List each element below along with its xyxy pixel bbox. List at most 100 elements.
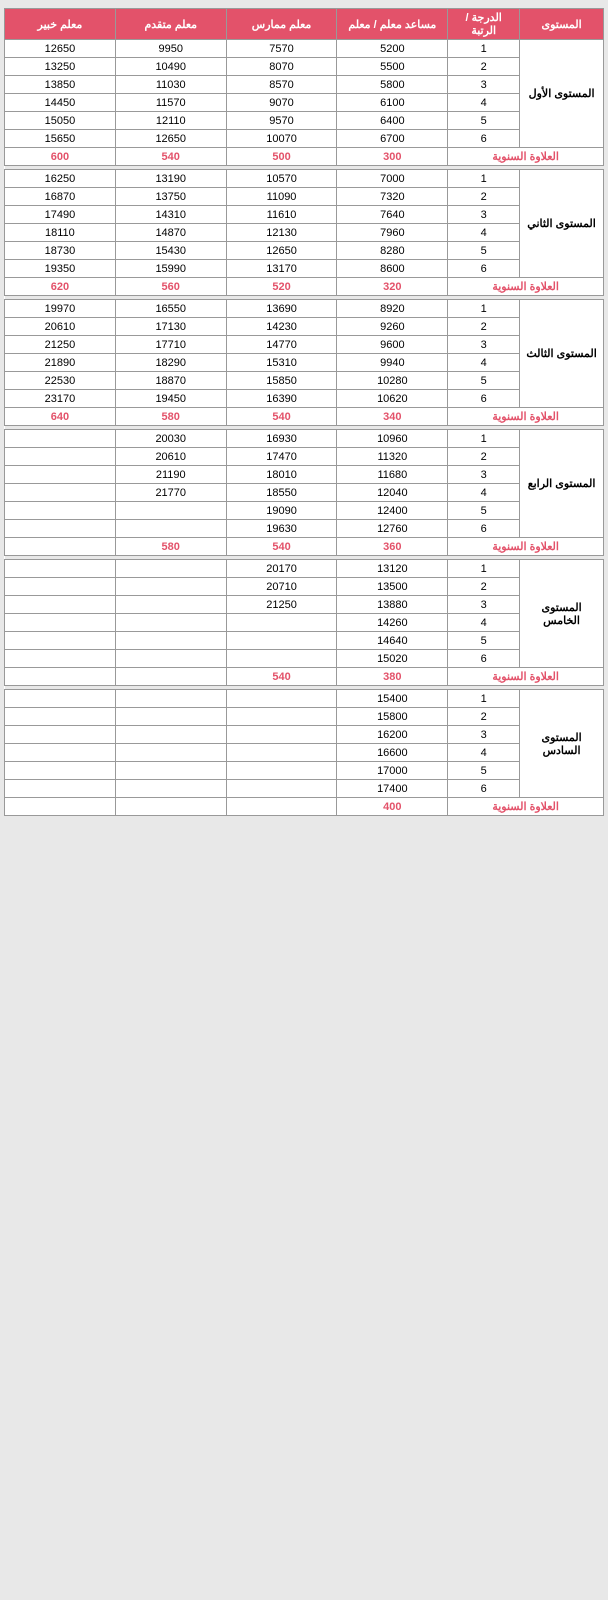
allowance-value: 340 bbox=[337, 408, 448, 426]
allowance-label: العلاوة السنوية bbox=[448, 538, 604, 556]
allowance-value: 560 bbox=[115, 278, 226, 296]
value-cell: 15020 bbox=[337, 650, 448, 668]
allowance-row: العلاوة السنوية360540580 bbox=[5, 538, 604, 556]
table-row: 31388021250 bbox=[5, 596, 604, 614]
value-cell: 9260 bbox=[337, 318, 448, 336]
value-cell bbox=[5, 466, 116, 484]
table-row: المستوى الخامس11312020170 bbox=[5, 560, 604, 578]
value-cell bbox=[5, 430, 116, 448]
allowance-value: 500 bbox=[226, 148, 337, 166]
allowance-value: 360 bbox=[337, 538, 448, 556]
table-row: 29260142301713020610 bbox=[5, 318, 604, 336]
value-cell: 19090 bbox=[226, 502, 337, 520]
table-row: 416600 bbox=[5, 744, 604, 762]
grade-cell: 5 bbox=[448, 372, 520, 390]
table-row: 4610090701157014450 bbox=[5, 94, 604, 112]
table-row: 37640116101431017490 bbox=[5, 206, 604, 224]
value-cell bbox=[5, 614, 116, 632]
level-name: المستوى الرابع bbox=[520, 430, 604, 538]
allowance-value bbox=[5, 668, 116, 686]
value-cell bbox=[115, 726, 226, 744]
value-cell: 12650 bbox=[5, 40, 116, 58]
value-cell: 9070 bbox=[226, 94, 337, 112]
table-row: 61276019630 bbox=[5, 520, 604, 538]
table-row: 68600131701599019350 bbox=[5, 260, 604, 278]
col-assistant: مساعد معلم / معلم bbox=[337, 9, 448, 40]
value-cell bbox=[5, 484, 116, 502]
value-cell: 10490 bbox=[115, 58, 226, 76]
grade-cell: 6 bbox=[448, 390, 520, 408]
col-level: المستوى bbox=[520, 9, 604, 40]
grade-cell: 4 bbox=[448, 614, 520, 632]
value-cell: 18870 bbox=[115, 372, 226, 390]
value-cell: 17490 bbox=[5, 206, 116, 224]
value-cell: 5500 bbox=[337, 58, 448, 76]
value-cell: 13880 bbox=[337, 596, 448, 614]
value-cell bbox=[5, 596, 116, 614]
value-cell bbox=[115, 690, 226, 708]
grade-cell: 4 bbox=[448, 744, 520, 762]
value-cell: 11030 bbox=[115, 76, 226, 94]
grade-cell: 5 bbox=[448, 112, 520, 130]
allowance-value bbox=[115, 798, 226, 816]
allowance-value: 580 bbox=[115, 408, 226, 426]
value-cell: 11320 bbox=[337, 448, 448, 466]
table-row: 617400 bbox=[5, 780, 604, 798]
value-cell bbox=[5, 780, 116, 798]
value-cell: 15310 bbox=[226, 354, 337, 372]
value-cell bbox=[226, 708, 337, 726]
allowance-value: 620 bbox=[5, 278, 116, 296]
grade-cell: 2 bbox=[448, 318, 520, 336]
value-cell: 14230 bbox=[226, 318, 337, 336]
allowance-value: 640 bbox=[5, 408, 116, 426]
grade-cell: 3 bbox=[448, 206, 520, 224]
allowance-value bbox=[115, 668, 226, 686]
value-cell: 17710 bbox=[115, 336, 226, 354]
value-cell: 15990 bbox=[115, 260, 226, 278]
value-cell bbox=[5, 560, 116, 578]
value-cell: 12760 bbox=[337, 520, 448, 538]
value-cell bbox=[115, 780, 226, 798]
value-cell: 6700 bbox=[337, 130, 448, 148]
value-cell: 15800 bbox=[337, 708, 448, 726]
grade-cell: 4 bbox=[448, 484, 520, 502]
table-row: 51240019090 bbox=[5, 502, 604, 520]
value-cell: 17000 bbox=[337, 762, 448, 780]
value-cell: 10070 bbox=[226, 130, 337, 148]
table-row: 21350020710 bbox=[5, 578, 604, 596]
value-cell: 14870 bbox=[115, 224, 226, 242]
value-cell: 16930 bbox=[226, 430, 337, 448]
table-row: 39600147701771021250 bbox=[5, 336, 604, 354]
value-cell: 19450 bbox=[115, 390, 226, 408]
value-cell: 15400 bbox=[337, 690, 448, 708]
value-cell: 12040 bbox=[337, 484, 448, 502]
table-row: 414260 bbox=[5, 614, 604, 632]
value-cell: 18550 bbox=[226, 484, 337, 502]
allowance-label: العلاوة السنوية bbox=[448, 408, 604, 426]
value-cell: 11680 bbox=[337, 466, 448, 484]
value-cell: 20170 bbox=[226, 560, 337, 578]
value-cell: 16390 bbox=[226, 390, 337, 408]
value-cell: 14450 bbox=[5, 94, 116, 112]
grade-cell: 3 bbox=[448, 726, 520, 744]
value-cell: 12130 bbox=[226, 224, 337, 242]
value-cell bbox=[115, 520, 226, 538]
value-cell: 9570 bbox=[226, 112, 337, 130]
allowance-value bbox=[5, 538, 116, 556]
allowance-value: 580 bbox=[115, 538, 226, 556]
grade-cell: 2 bbox=[448, 708, 520, 726]
allowance-value: 540 bbox=[115, 148, 226, 166]
grade-cell: 2 bbox=[448, 448, 520, 466]
table-row: المستوى الثاني17000105701319016250 bbox=[5, 170, 604, 188]
table-row: المستوى الثالث18920136901655019970 bbox=[5, 300, 604, 318]
col-practitioner: معلم ممارس bbox=[226, 9, 337, 40]
value-cell: 19970 bbox=[5, 300, 116, 318]
level-name: المستوى الثالث bbox=[520, 300, 604, 408]
grade-cell: 3 bbox=[448, 76, 520, 94]
value-cell bbox=[115, 708, 226, 726]
value-cell: 21890 bbox=[5, 354, 116, 372]
value-cell: 12110 bbox=[115, 112, 226, 130]
grade-cell: 6 bbox=[448, 260, 520, 278]
value-cell: 16250 bbox=[5, 170, 116, 188]
value-cell bbox=[226, 744, 337, 762]
